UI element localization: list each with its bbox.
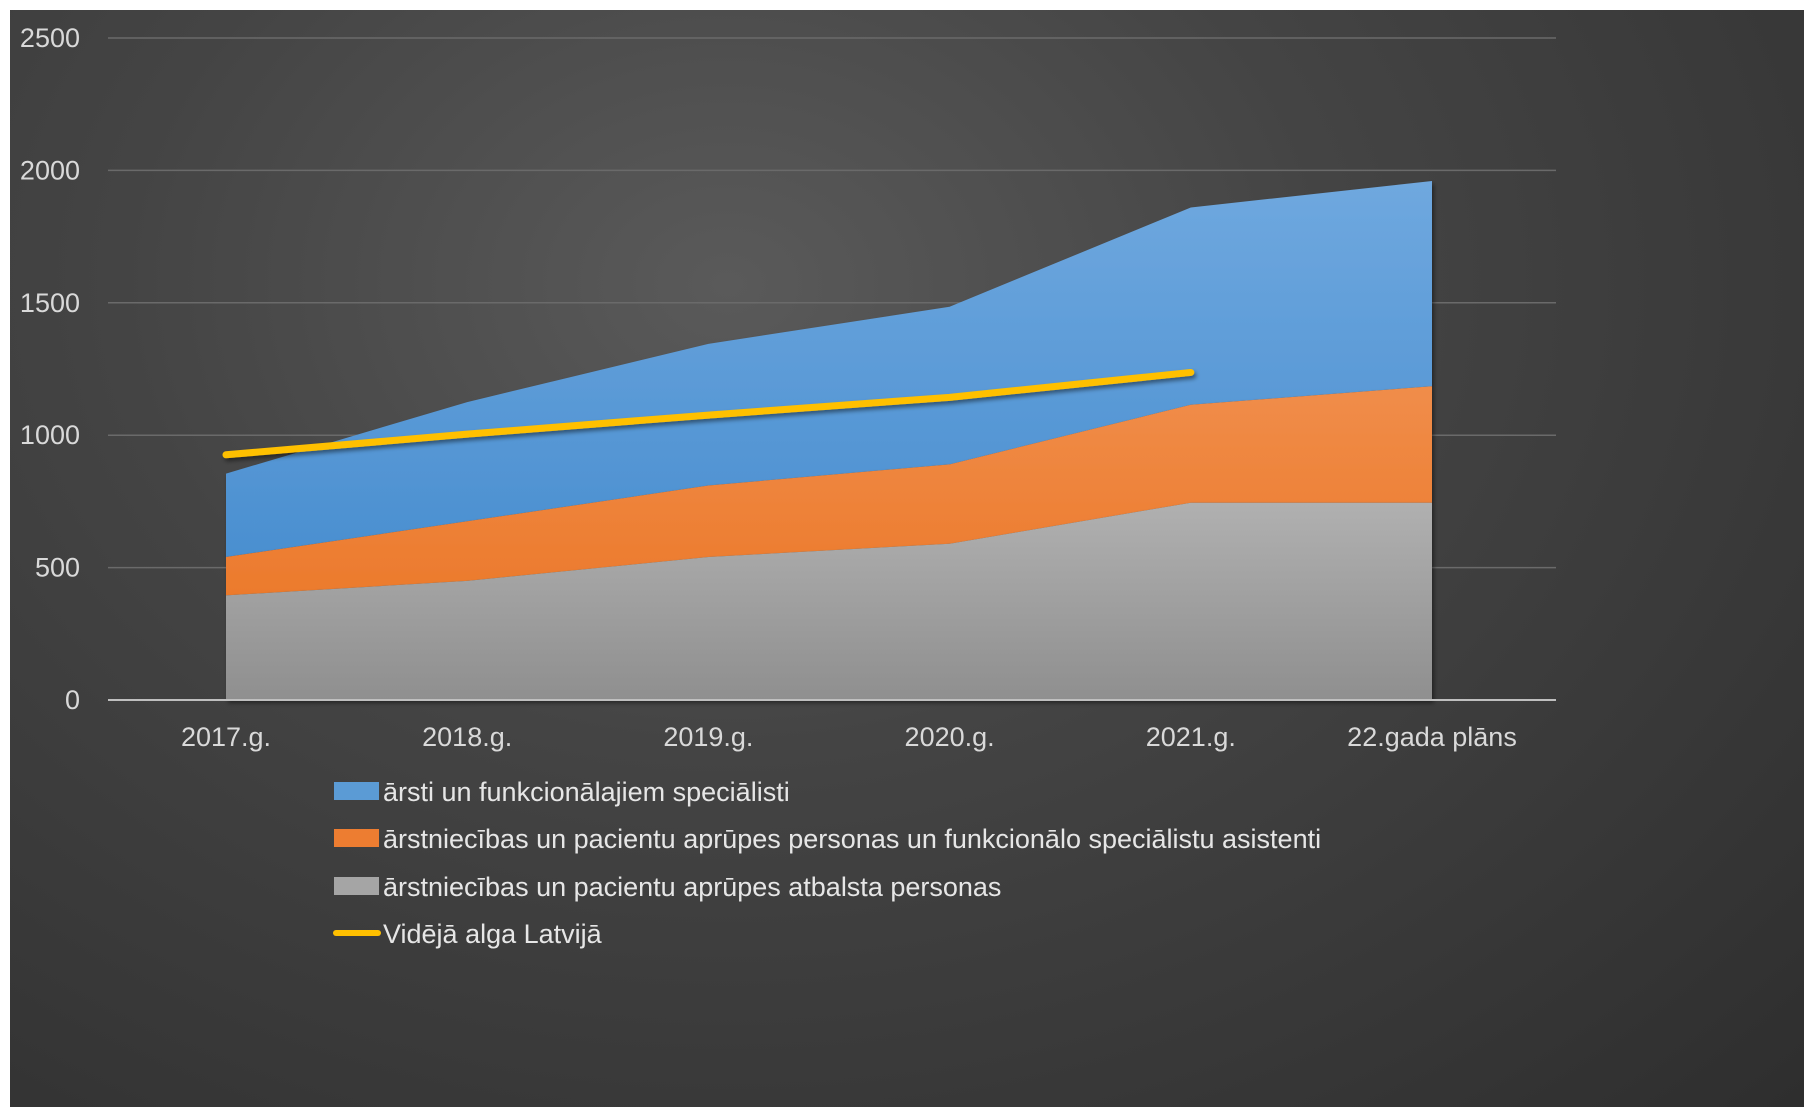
legend-item-support: ārstniecības un pacientu aprūpes atbalst…	[334, 872, 1001, 902]
legend-item-average-salary: Vidējā alga Latvijā	[333, 919, 603, 949]
area-series-support	[226, 502, 1432, 700]
legend-swatch	[334, 782, 379, 800]
legend-swatch	[334, 877, 379, 895]
legend: ārsti un funkcionālajiem speciālisti ārst…	[333, 777, 1321, 949]
x-tick-label: 2019.g.	[663, 722, 753, 752]
line-series-layer	[222, 368, 1195, 459]
chart-area: 0 500 1000 1500 2000 2500 2017.g. 2018.g. 2019.g…	[10, 10, 1804, 1107]
y-tick-label: 500	[35, 553, 80, 583]
legend-label: ārstniecības un pacientu aprūpes atbalst…	[383, 872, 1001, 902]
axes-layer: 0 500 1000 1500 2000 2500 2017.g. 2018.g. 2019.g…	[20, 23, 1556, 752]
x-tick-label: 2021.g.	[1146, 722, 1236, 752]
legend-label: ārsti un funkcionālajiem speciālisti	[383, 777, 790, 807]
x-tick-label: 2020.g.	[905, 722, 995, 752]
area-series-layer	[226, 180, 1432, 700]
salary-area-chart: 0 500 1000 1500 2000 2500 2017.g. 2018.g. 2019.g…	[20, 23, 1556, 949]
x-tick-label: 2018.g.	[422, 722, 512, 752]
area-series-assistants	[226, 386, 1432, 596]
area-series-doctors	[226, 180, 1432, 558]
legend-label: ārstniecības un pacientu aprūpes persona…	[383, 824, 1321, 854]
legend-swatch	[334, 829, 379, 847]
line-series-average-salary	[222, 368, 1195, 459]
y-tick-label: 2000	[20, 155, 80, 185]
y-tick-label: 1000	[20, 420, 80, 450]
x-tick-label: 2017.g.	[181, 722, 271, 752]
legend-label: Vidējā alga Latvijā	[383, 919, 603, 949]
y-tick-label: 2500	[20, 23, 80, 53]
legend-item-doctors: ārsti un funkcionālajiem speciālisti	[334, 777, 790, 807]
legend-item-assistants: ārstniecības un pacientu aprūpes persona…	[334, 824, 1321, 854]
y-tick-label: 1500	[20, 288, 80, 318]
x-tick-label: 22.gada plāns	[1347, 722, 1517, 752]
y-tick-label: 0	[65, 685, 80, 715]
